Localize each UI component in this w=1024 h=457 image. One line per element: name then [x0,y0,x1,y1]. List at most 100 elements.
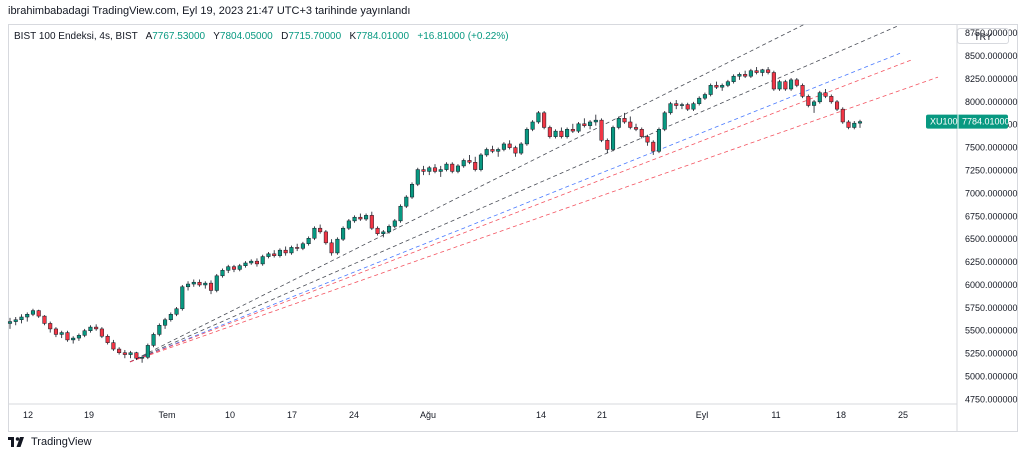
candle [387,224,392,234]
candle [237,263,242,272]
candle-body [834,101,840,110]
candle [409,182,415,199]
candle [358,213,363,221]
candle [616,116,621,130]
candle-body [220,270,225,277]
currency-selector[interactable]: TRY [957,28,1009,44]
candle [145,343,150,360]
candle [128,350,133,359]
candle [748,68,753,79]
candle-body [364,215,369,220]
candle-body [478,154,483,170]
candle [415,167,420,187]
candle-body [513,147,518,154]
candle [25,312,30,322]
last-price-tag: XU100 7784.01000 [926,114,1010,129]
candle [547,125,552,139]
candle-body [254,260,259,265]
last-price-symbol: XU100 [930,117,958,127]
candle [530,120,535,132]
y-tick-label: 6750.000000 [965,211,1018,221]
candle-body [180,286,185,310]
candle-body [48,323,53,330]
x-tick-label: 12 [23,410,33,420]
candle-body [295,247,300,249]
candle-body [829,96,834,103]
candle-body [358,216,363,220]
y-tick-label: 5750.000000 [965,303,1018,313]
candle-body [208,282,214,291]
candle [823,89,828,99]
candle-body [243,262,248,266]
candle [467,154,472,165]
candle-body [335,238,340,254]
candle [398,204,403,223]
candle-body [737,74,742,77]
candle-body [226,266,231,271]
candle-body [7,321,13,324]
candle [519,142,524,155]
candle-body [30,310,36,315]
candle-body [409,183,415,198]
candle [461,158,466,168]
candle [438,165,443,177]
candle-body [588,121,593,126]
candle-body [633,127,639,130]
trendline[interactable] [129,25,899,363]
x-tick-label: Ağu [420,410,436,420]
candle [639,127,644,139]
candle [501,142,506,152]
candle-body [760,69,765,73]
candle [214,273,219,293]
candle [834,100,840,111]
trendline[interactable] [129,76,939,363]
tradingview-logo: TradingView [8,436,92,448]
candle-body [794,79,799,86]
candle [760,68,765,77]
candles-layer [7,67,863,363]
trendline[interactable] [129,52,901,363]
candle [743,70,748,79]
candle-body [748,70,753,77]
candle [656,127,662,154]
candle [806,94,811,108]
candle-body [323,231,328,244]
legend-high: 7804.05000 [219,31,273,42]
y-tick-label: 6500.000000 [965,234,1018,244]
candle [852,121,857,130]
candle-body [163,319,168,326]
trendline[interactable] [129,59,913,363]
trendline[interactable] [129,23,806,363]
candle-body [151,334,156,346]
candle [582,118,587,128]
candle [99,327,104,339]
candle [53,327,58,338]
candle-body [398,205,403,222]
candle [473,156,478,172]
candle-body [203,282,208,286]
y-tick-label: 7500.000000 [965,143,1018,153]
legend-symbol: BIST 100 Endeksi, 4s, BIST [14,31,138,42]
candle-body [662,112,667,130]
x-tick-label: 11 [771,410,780,420]
candle [857,119,863,128]
candle [105,334,110,345]
candle-body [857,121,863,124]
candle-body [708,85,713,95]
candle [82,328,87,338]
tradingview-logo-icon [8,437,24,447]
x-tick-label: 17 [287,410,297,420]
candle [226,264,231,274]
candle-body [42,315,47,324]
candle-body [840,108,845,123]
candle [186,281,191,291]
candle-body [605,140,610,150]
candle [30,308,36,317]
candle-body [197,281,202,286]
candle-body [404,196,409,207]
candle-body [789,79,794,90]
candle-body [766,69,771,73]
legend-low: 7715.70000 [288,31,342,42]
candle [249,259,254,265]
